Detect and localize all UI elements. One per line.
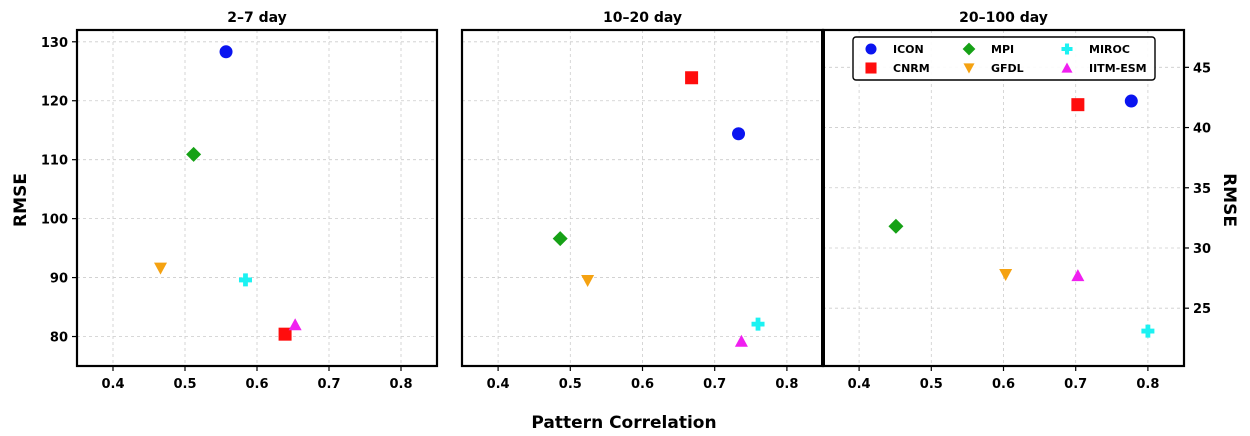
x-tick-label: 0.6 — [631, 377, 654, 392]
legend-item: MPI — [962, 42, 1014, 56]
x-tick-label: 0.7 — [1064, 377, 1087, 392]
y-tick-label: 110 — [41, 154, 68, 169]
x-tick-label: 0.4 — [487, 377, 510, 392]
legend-label: MPI — [991, 43, 1014, 56]
legend-marker-mpi — [962, 42, 976, 56]
point-gfdl — [999, 268, 1013, 281]
point-iitm-esm — [288, 318, 302, 331]
point-miroc — [238, 273, 252, 287]
legend: ICON CNRM MPI GFDL MIROC IITM-ESM — [852, 36, 1156, 81]
legend-item: MIROC — [1061, 43, 1130, 56]
y-axis-label-left: RMSE — [11, 173, 31, 227]
y-tick-label: 25 — [1193, 302, 1211, 317]
legend-label: IITM-ESM — [1089, 62, 1147, 75]
point-icon — [1124, 94, 1138, 108]
x-tick-label: 0.4 — [101, 377, 124, 392]
legend-marker-gfdl — [963, 63, 975, 74]
legend-item: CNRM — [865, 62, 930, 75]
x-tick-label: 0.4 — [848, 377, 871, 392]
point-mpi — [888, 218, 904, 234]
y-tick-label: 35 — [1193, 182, 1211, 197]
point-gfdl — [581, 275, 595, 288]
panel-1: 0.4 0.5 0.6 0.7 0.8 80 90 100 110 120 130 2–7 day — [41, 10, 439, 392]
panel-title: 10–20 day — [603, 10, 682, 26]
point-iitm-esm — [1071, 269, 1085, 282]
y-tick-label: 120 — [41, 95, 68, 110]
point-icon — [732, 127, 746, 141]
x-tick-label: 0.5 — [920, 377, 943, 392]
legend-item: GFDL — [963, 62, 1024, 75]
point-miroc — [751, 317, 765, 331]
legend-marker-icon — [865, 43, 877, 55]
point-gfdl — [154, 262, 168, 275]
x-tick-label: 0.6 — [245, 377, 268, 392]
x-tick-label: 0.7 — [317, 377, 340, 392]
point-mpi — [186, 146, 202, 162]
legend-label: ICON — [893, 43, 924, 56]
panel-title: 20–100 day — [959, 10, 1048, 26]
legend-label: MIROC — [1089, 43, 1130, 56]
y-tick-label: 80 — [50, 331, 68, 346]
y-tick-label: 100 — [41, 213, 68, 228]
point-icon — [219, 45, 233, 59]
legend-item: IITM-ESM — [1061, 62, 1147, 75]
x-tick-label: 0.6 — [992, 377, 1015, 392]
legend-marker-iitm-esm — [1061, 62, 1073, 73]
legend-box — [852, 36, 1156, 81]
legend-label: CNRM — [893, 62, 930, 75]
panel-title: 2–7 day — [227, 10, 287, 26]
x-tick-label: 0.8 — [1136, 377, 1159, 392]
legend-item: ICON — [865, 43, 924, 56]
legend-marker-cnrm — [865, 62, 877, 74]
y-tick-label: 30 — [1193, 242, 1211, 257]
panel-2: 0.4 0.5 0.6 0.7 0.8 10–20 day — [460, 10, 825, 392]
point-cnrm — [685, 71, 699, 85]
x-tick-label: 0.5 — [559, 377, 582, 392]
y-tick-label: 45 — [1193, 61, 1211, 76]
x-tick-label: 0.8 — [775, 377, 798, 392]
x-tick-label: 0.7 — [703, 377, 726, 392]
legend-marker-miroc — [1061, 43, 1073, 55]
y-axis-label-right: RMSE — [1219, 173, 1239, 227]
y-tick-label: 130 — [41, 36, 68, 51]
point-mpi — [552, 231, 568, 247]
point-cnrm — [1071, 98, 1085, 112]
y-tick-label: 90 — [50, 272, 68, 287]
legend-label: GFDL — [991, 62, 1024, 75]
x-tick-label: 0.5 — [173, 377, 196, 392]
point-cnrm — [278, 327, 292, 341]
point-iitm-esm — [734, 334, 748, 347]
x-tick-label: 0.8 — [389, 377, 412, 392]
point-miroc — [1141, 324, 1155, 338]
x-axis-label: Pattern Correlation — [531, 413, 716, 433]
y-tick-label: 40 — [1193, 122, 1211, 137]
